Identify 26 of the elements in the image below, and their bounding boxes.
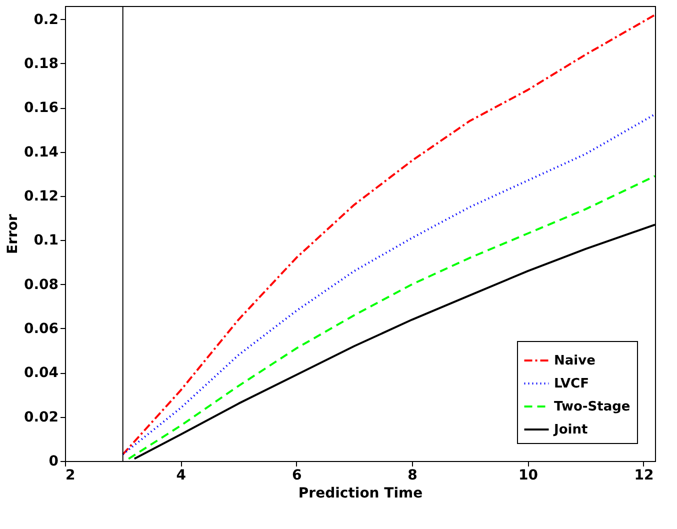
legend-label: Two-Stage (554, 400, 630, 414)
y-tick-label: 0.1 (34, 232, 58, 249)
y-tick-label: 0.08 (24, 276, 58, 293)
x-axis-title: Prediction Time (298, 486, 423, 502)
legend-label: Joint (553, 422, 588, 438)
line-series (122, 14, 655, 456)
legend-label: Naive (554, 354, 596, 368)
y-axis-title: Error (4, 214, 21, 254)
y-tick-label: 0.14 (24, 144, 59, 160)
y-tick-label: 0.18 (24, 56, 58, 72)
x-tick-label: 8 (408, 468, 418, 484)
x-tick-label: 2 (66, 468, 76, 484)
y-tick-label: 0 (48, 454, 59, 470)
line-series (122, 113, 655, 456)
line-series (128, 175, 655, 460)
x-tick-label: 4 (176, 468, 186, 484)
legend-label: LVCF (554, 376, 589, 392)
x-tick-label: 6 (292, 468, 302, 484)
x-tick-label: 10 (518, 468, 538, 484)
y-tick-label: 0.06 (24, 320, 58, 337)
y-tick-label: 0.02 (24, 409, 58, 426)
y-tick-label: 0.12 (24, 188, 58, 204)
y-tick-label: 0.16 (24, 100, 58, 116)
y-tick-label: 0.2 (34, 12, 58, 28)
x-tick-label: 12 (634, 468, 654, 484)
y-tick-label: 0.04 (24, 365, 59, 382)
